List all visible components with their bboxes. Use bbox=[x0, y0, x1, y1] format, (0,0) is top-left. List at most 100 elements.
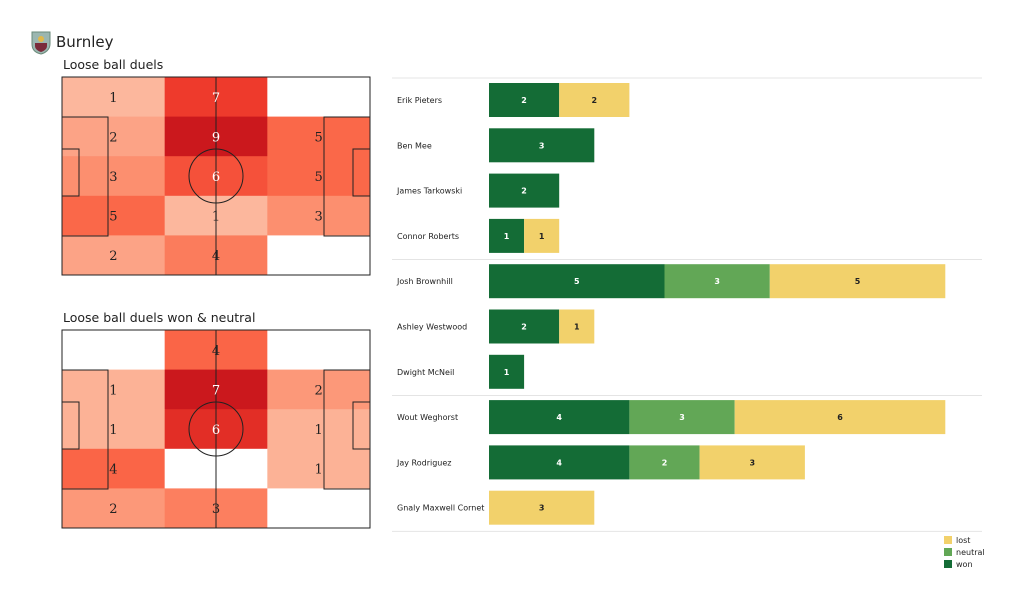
heatmap-value: 1 bbox=[315, 423, 323, 438]
bar-label: 3 bbox=[539, 141, 545, 150]
heatmap-value: 6 bbox=[212, 170, 220, 185]
heatmap-value: 2 bbox=[109, 502, 117, 517]
bar-label: 4 bbox=[556, 413, 562, 422]
right-six-yard-box bbox=[352, 148, 371, 197]
player-name: Erik Pieters bbox=[397, 96, 442, 105]
heatmap-value: 5 bbox=[109, 210, 117, 225]
heatmap-cell bbox=[267, 235, 371, 276]
legend-label-lost: lost bbox=[956, 536, 970, 545]
heatmap-cell bbox=[267, 488, 371, 529]
heatmap-cell bbox=[62, 195, 166, 236]
bar-label: 6 bbox=[837, 413, 843, 422]
heatmap-value: 2 bbox=[315, 383, 323, 398]
bar-won bbox=[489, 264, 665, 299]
left-six-yard-box bbox=[61, 401, 80, 450]
bar-label: 3 bbox=[714, 277, 720, 286]
heatmap-title-1: Loose ball duels bbox=[63, 57, 164, 72]
heatmap-cell bbox=[267, 330, 371, 371]
bar-won bbox=[489, 218, 525, 253]
bar-neutral bbox=[629, 400, 735, 435]
heatmap-value: 3 bbox=[212, 502, 220, 517]
bar-lost bbox=[699, 445, 805, 480]
legend-swatch-won bbox=[944, 560, 952, 568]
heatmap-cell bbox=[62, 77, 166, 118]
bar-lost bbox=[559, 83, 630, 117]
heatmap-cell bbox=[267, 195, 371, 236]
bar-label: 2 bbox=[592, 96, 598, 105]
heatmap-value: 7 bbox=[212, 383, 220, 398]
heatmap-cell bbox=[62, 235, 166, 276]
bar-lost bbox=[769, 264, 946, 299]
heatmap-value: 4 bbox=[212, 344, 220, 359]
heatmap-value: 3 bbox=[109, 170, 117, 185]
bar-lost bbox=[489, 490, 595, 525]
player-name: Wout Weghorst bbox=[397, 413, 458, 422]
heatmap-value: 3 bbox=[315, 210, 323, 225]
bar-label: 3 bbox=[679, 413, 685, 422]
player-name: Ashley Westwood bbox=[397, 323, 467, 332]
heatmap-value: 7 bbox=[212, 91, 220, 106]
heatmap-title-2: Loose ball duels won & neutral bbox=[63, 310, 256, 325]
bar-label: 2 bbox=[521, 96, 527, 105]
team-name: Burnley bbox=[56, 33, 114, 51]
bar-label: 3 bbox=[539, 504, 545, 513]
heatmap-value: 6 bbox=[212, 423, 220, 438]
bar-lost bbox=[524, 218, 560, 253]
player-name: Dwight McNeil bbox=[397, 368, 454, 377]
bar-won bbox=[489, 400, 630, 435]
bar-label: 2 bbox=[521, 323, 527, 332]
player-name: Jay Rodriguez bbox=[396, 458, 452, 467]
burnley-crest-icon bbox=[31, 31, 51, 55]
bar-label: 5 bbox=[574, 277, 580, 286]
legend-swatch-neutral bbox=[944, 548, 952, 556]
bar-won bbox=[489, 128, 595, 163]
heatmap-value: 1 bbox=[109, 423, 117, 438]
player-name: Gnaly Maxwell Cornet bbox=[397, 504, 484, 513]
left-six-yard-box bbox=[61, 148, 80, 197]
heatmap-value: 5 bbox=[315, 130, 323, 145]
bar-label: 1 bbox=[574, 323, 580, 332]
heatmap-value: 2 bbox=[109, 249, 117, 264]
player-name: Connor Roberts bbox=[397, 232, 459, 241]
bar-neutral bbox=[664, 264, 770, 299]
bar-label: 1 bbox=[504, 232, 510, 241]
player-name: Ben Mee bbox=[397, 141, 432, 150]
bar-label: 1 bbox=[504, 368, 510, 377]
heatmap-value: 2 bbox=[109, 130, 117, 145]
center-circle bbox=[188, 401, 244, 457]
right-six-yard-box bbox=[352, 401, 371, 450]
heatmap-cell bbox=[62, 488, 166, 529]
bar-lost bbox=[734, 400, 946, 435]
heatmap-value: 1 bbox=[315, 463, 323, 478]
heatmap-cell bbox=[267, 448, 371, 489]
player-name: James Tarkowski bbox=[396, 187, 462, 196]
heatmap-value: 4 bbox=[212, 249, 220, 264]
heatmap-cell bbox=[267, 77, 371, 118]
heatmap-value: 9 bbox=[212, 130, 220, 145]
bar-won bbox=[489, 354, 525, 389]
bar-won bbox=[489, 83, 560, 117]
bar-label: 3 bbox=[749, 458, 755, 467]
player-name: Josh Brownhill bbox=[396, 277, 453, 286]
legend-label-won: won bbox=[956, 560, 973, 569]
bar-neutral bbox=[629, 445, 700, 480]
bar-lost bbox=[559, 309, 595, 344]
bar-label: 4 bbox=[556, 458, 562, 467]
bar-won bbox=[489, 173, 560, 208]
center-circle bbox=[188, 148, 244, 204]
bar-label: 1 bbox=[539, 232, 545, 241]
heatmap-value: 1 bbox=[212, 210, 220, 225]
heatmap-value: 4 bbox=[109, 463, 117, 478]
heatmap-value: 1 bbox=[109, 91, 117, 106]
legend-label-neutral: neutral bbox=[956, 548, 985, 557]
bar-label: 2 bbox=[662, 458, 668, 467]
heatmap-cell bbox=[62, 448, 166, 489]
bar-won bbox=[489, 445, 630, 480]
legend-swatch-lost bbox=[944, 536, 952, 544]
heatmap-value: 5 bbox=[315, 170, 323, 185]
heatmap-cell bbox=[62, 330, 166, 371]
bar-label: 2 bbox=[521, 187, 527, 196]
bar-won bbox=[489, 309, 560, 344]
